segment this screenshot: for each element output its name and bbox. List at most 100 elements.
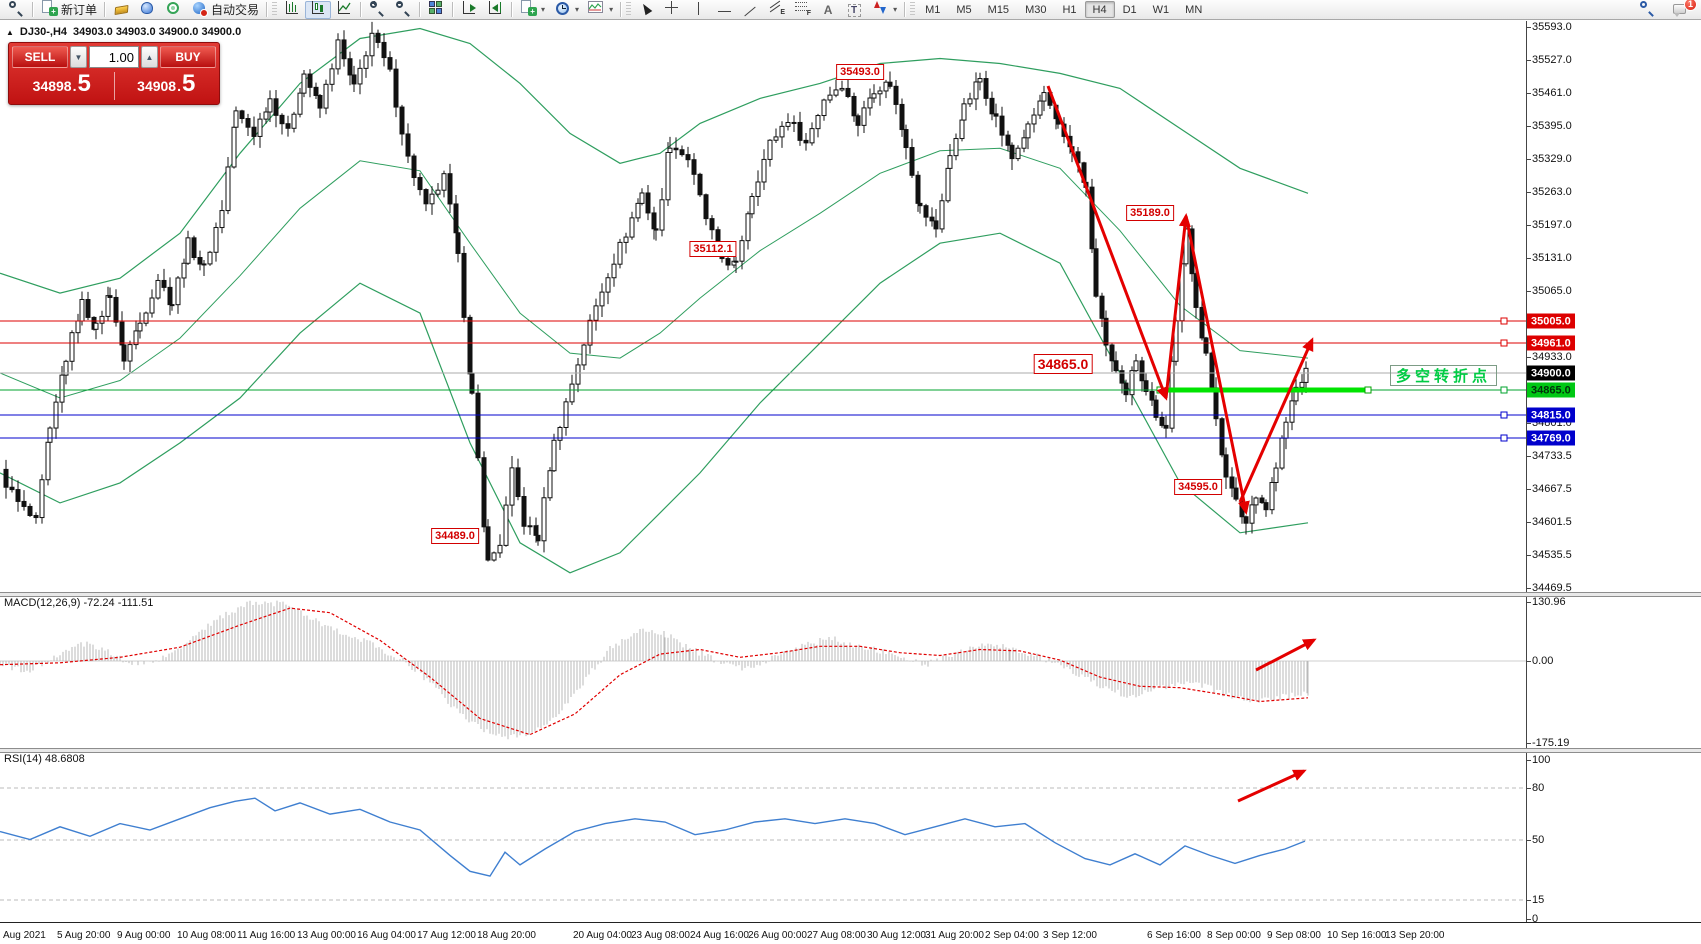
new-order-button[interactable]: + 新订单	[36, 0, 101, 19]
pivot-point-text-label[interactable]: 多空转折点	[1390, 365, 1497, 386]
timeframe-m15-button[interactable]: M15	[987, 3, 1010, 16]
price-axis-tick	[1526, 225, 1531, 226]
tile-windows-button[interactable]	[423, 0, 449, 19]
time-axis-label: 10 Aug 08:00	[177, 930, 236, 941]
auto-trading-button[interactable]: 自动交易	[186, 1, 263, 19]
rsi-axis-label: 15	[1532, 894, 1545, 906]
time-axis-label: 3 Sep 12:00	[1043, 930, 1097, 941]
text-label-button[interactable]: T	[841, 1, 867, 19]
line-chart-button[interactable]	[331, 0, 357, 19]
time-axis-label: 13 Aug 00:00	[297, 930, 356, 941]
price-annotation-label[interactable]: 35189.0	[1126, 205, 1174, 221]
price-annotation-label[interactable]: 35493.0	[836, 64, 884, 80]
vertical-line-button[interactable]	[685, 1, 711, 19]
toolbar-drag-handle[interactable]	[910, 2, 916, 17]
toolbar-drag-handle[interactable]	[626, 2, 632, 17]
time-axis-label: 6 Sep 16:00	[1147, 930, 1201, 941]
symbol-info-bar: ▲ DJ30-,H4 34903.0 34903.0 34900.0 34900…	[6, 26, 241, 38]
arrows-icon	[871, 0, 889, 21]
time-axis-label: 27 Aug 08:00	[807, 930, 866, 941]
rsi-axis-label: 100	[1532, 754, 1551, 766]
timeframe-d1-button[interactable]: D1	[1122, 3, 1137, 16]
periods-button[interactable]: ▾	[549, 1, 583, 19]
price-axis-label: 34535.5	[1532, 549, 1572, 561]
equidistant-channel-button[interactable]: E	[763, 0, 789, 19]
price-annotation-label[interactable]: 34595.0	[1174, 479, 1222, 495]
fibonacci-button[interactable]: F	[789, 1, 815, 19]
price-axis-tick	[1526, 192, 1531, 193]
zoom-out-button[interactable]	[390, 0, 416, 19]
volume-decrease-button[interactable]: ▼	[70, 46, 87, 68]
chevron-down-icon[interactable]: ▾	[541, 5, 546, 14]
price-annotation-label[interactable]: 34865.0	[1033, 354, 1093, 374]
time-axis-label: 9 Sep 08:00	[1267, 930, 1321, 941]
toolbar-left-groups: + 新订单 自动交易 + ▾ ▾ ▾ E F A T ▾ M1 M5 M15 M30 H1 H4 D1 W1 MN	[3, 0, 1634, 19]
toolbar-separator	[360, 2, 362, 17]
price-axis-label: 34667.5	[1532, 483, 1572, 495]
chart-shift-button[interactable]	[482, 0, 508, 19]
chart-magnifier-icon	[7, 0, 25, 21]
time-axis-label: 30 Aug 12:00	[867, 930, 926, 941]
toolbar-button-label: 新订单	[61, 3, 98, 17]
sell-price[interactable]: 34898. 5	[32, 70, 91, 97]
price-axis-tick	[1526, 555, 1531, 556]
timeframe-h1-button[interactable]: H1	[1062, 3, 1077, 16]
symbol-direction-icon: ▲	[6, 27, 14, 37]
cursor-button[interactable]	[633, 1, 659, 19]
price-axis-tick	[1526, 357, 1531, 358]
notifications-button[interactable]: 1	[1666, 0, 1697, 19]
price-axis-label: 35527.0	[1532, 54, 1572, 66]
search-button[interactable]	[1634, 0, 1660, 19]
rsi-indicator-label: RSI(14) 48.6808	[4, 753, 85, 765]
price-annotation-label[interactable]: 35112.1	[689, 241, 737, 257]
new-template-button[interactable]: + ▾	[515, 0, 549, 19]
auto-scroll-icon	[460, 0, 478, 21]
time-axis-label: 24 Aug 16:00	[690, 930, 749, 941]
auto-scroll-button[interactable]	[456, 0, 482, 21]
price-annotation-label[interactable]: 34489.0	[431, 528, 479, 544]
text-button[interactable]: A	[815, 1, 841, 19]
indicators-icon	[587, 0, 605, 21]
time-axis-label: 17 Aug 12:00	[417, 930, 476, 941]
toolbar-right-group: 1	[1634, 0, 1698, 19]
timeframe-mn-button[interactable]: MN	[1185, 3, 1203, 16]
timeframe-m1-button[interactable]: M1	[925, 3, 941, 16]
chevron-down-icon[interactable]: ▾	[575, 5, 580, 14]
macd-indicator-label: MACD(12,26,9) -72.24 -111.51	[4, 597, 154, 609]
crosshair-button[interactable]	[659, 0, 685, 19]
arrows-button[interactable]: ▾	[867, 0, 901, 21]
ticket-button[interactable]	[108, 1, 134, 19]
price-axis-border	[1526, 21, 1527, 922]
timeframe-h4-button[interactable]: H4	[1084, 1, 1115, 18]
price-axis-label: 35461.0	[1532, 87, 1572, 99]
bar-chart-button[interactable]	[279, 0, 305, 19]
volume-increase-button[interactable]: ▲	[141, 46, 158, 68]
timeframe-m5-button[interactable]: M5	[956, 3, 972, 16]
trendline-button[interactable]	[737, 1, 763, 19]
candlestick-button[interactable]	[305, 0, 332, 19]
time-axis-label: 8 Sep 00:00	[1207, 930, 1261, 941]
macd-pane-splitter[interactable]	[0, 592, 1701, 597]
time-axis[interactable]: Aug 2021 5 Aug 20:00 9 Aug 00:00 10 Aug 08:…	[0, 922, 1701, 944]
timeframe-w1-button[interactable]: W1	[1152, 3, 1170, 16]
sell-button[interactable]: SELL	[12, 46, 68, 68]
zoom-in-button[interactable]	[364, 0, 390, 19]
signal-button[interactable]	[160, 1, 186, 19]
chart-magnifier-button[interactable]	[3, 0, 29, 21]
chevron-down-icon[interactable]: ▾	[609, 5, 614, 14]
time-axis-label: Aug 2021	[3, 930, 46, 941]
toolbar-drag-handle[interactable]	[272, 2, 278, 17]
rsi-pane-splitter[interactable]	[0, 748, 1701, 753]
macd-axis-tick	[1526, 743, 1531, 744]
horizontal-line-button[interactable]	[711, 1, 737, 19]
buy-button[interactable]: BUY	[160, 46, 216, 68]
volume-input[interactable]	[89, 46, 139, 68]
buy-price[interactable]: 34908. 5	[137, 70, 196, 97]
indicators-button[interactable]: ▾	[583, 0, 617, 21]
market-watch-button[interactable]	[134, 1, 160, 19]
price-tag-34900-0: 34900.0	[1527, 365, 1575, 381]
time-axis-label: 13 Sep 20:00	[1385, 930, 1445, 941]
toolbar-separator	[266, 2, 268, 17]
chevron-down-icon[interactable]: ▾	[893, 5, 898, 14]
timeframe-m30-button[interactable]: M30	[1025, 3, 1047, 16]
